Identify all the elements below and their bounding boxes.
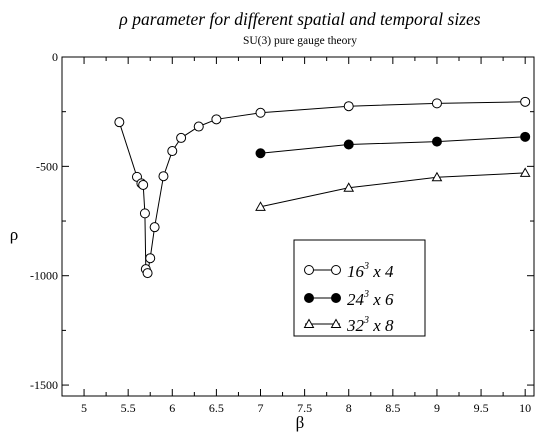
x-tick-label: 8 — [346, 401, 352, 415]
data-point — [158, 171, 169, 182]
y-tick-label: -1000 — [30, 269, 58, 283]
legend-open-circle-marker — [331, 265, 341, 275]
legend-box — [293, 239, 426, 337]
legend-filled-circle-marker — [331, 293, 341, 303]
chart-title: ρ parameter for different spatial and te… — [118, 9, 480, 29]
x-tick-label: 7 — [258, 401, 264, 415]
legend: 163 x 4 243 x 6 323 x 8 — [293, 239, 426, 337]
data-point — [255, 201, 266, 211]
data-point — [343, 139, 354, 150]
plot-area: 5 5.5 6 6.5 7 7.5 8 8.5 9 9.5 10 0 -500 -1000 -1500 — [30, 50, 535, 415]
x-tick-label: 5 — [81, 401, 87, 415]
data-point — [149, 222, 160, 233]
data-point — [211, 114, 222, 125]
data-point — [431, 98, 442, 109]
legend-label: 163 x 4 — [347, 261, 394, 281]
legend-label: 243 x 6 — [347, 289, 394, 309]
data-point — [520, 131, 531, 142]
y-axis-label: ρ — [10, 225, 18, 244]
x-tick-label: 7.5 — [297, 401, 312, 415]
data-point — [431, 171, 443, 182]
legend-label: 323 x 8 — [346, 315, 394, 335]
data-point — [193, 121, 204, 132]
x-tick-label: 9 — [434, 401, 440, 415]
data-point — [142, 268, 153, 279]
data-point — [167, 146, 178, 157]
x-tick-label: 9.5 — [474, 401, 489, 415]
y-tick-label: 0 — [52, 50, 58, 64]
series-line-1 — [260, 136, 526, 154]
data-point — [139, 208, 150, 219]
x-tick-label: 5.5 — [121, 401, 136, 415]
legend-open-circle-marker — [304, 265, 314, 275]
plot-frame — [61, 56, 535, 397]
y-tick-label: -500 — [36, 159, 58, 173]
x-tick-label: 6 — [169, 401, 175, 415]
legend-entry-16x4: 163 x 4 — [304, 261, 394, 281]
data-point — [431, 136, 442, 147]
series-line-2 — [260, 172, 526, 208]
legend-entry-24x6: 243 x 6 — [304, 289, 394, 309]
data-point — [255, 148, 266, 159]
chart-subtitle: SU(3) pure gauge theory — [243, 35, 357, 47]
data-point — [114, 117, 125, 128]
data-point — [138, 179, 149, 190]
data-point — [520, 96, 531, 107]
legend-open-triangle-marker — [303, 318, 315, 328]
x-tick-label: 10 — [519, 401, 531, 415]
data-point — [145, 253, 156, 264]
data-point — [519, 167, 531, 177]
legend-open-triangle-marker — [330, 318, 342, 328]
x-tick-label: 8.5 — [385, 401, 400, 415]
data-point — [343, 182, 355, 192]
data-point — [176, 132, 187, 143]
x-axis-label: β — [296, 413, 305, 432]
legend-entry-32x8: 323 x 8 — [303, 315, 394, 335]
y-tick-label: -1500 — [30, 378, 58, 392]
data-point — [343, 101, 354, 112]
legend-filled-circle-marker — [304, 293, 314, 303]
data-point — [255, 107, 266, 118]
x-tick-label: 6.5 — [209, 401, 224, 415]
